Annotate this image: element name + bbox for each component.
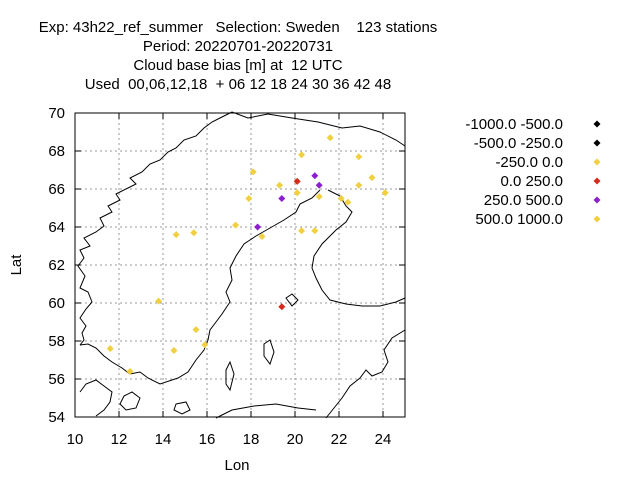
station-marker <box>298 151 306 159</box>
station-marker <box>249 168 257 176</box>
header-line-experiment: Exp: 43h22_ref_summer Selection: Sweden … <box>38 19 438 36</box>
x-tick-label: 12 <box>111 431 128 448</box>
station-marker <box>254 223 262 231</box>
station-marker <box>258 233 266 240</box>
x-tick-label: 10 <box>67 431 84 448</box>
y-tick-label: 68 <box>48 143 65 160</box>
station-marker <box>126 367 134 375</box>
y-tick-label: 66 <box>48 181 65 198</box>
station-marker <box>298 227 306 235</box>
x-axis-label: Lon <box>224 457 249 474</box>
station-marker <box>106 345 114 353</box>
station-marker <box>381 189 389 197</box>
legend: -1000.0 -500.0 -500.0 -250.0 -250.0 0.0 0.0… <box>465 116 601 228</box>
station-marker <box>311 172 319 180</box>
station-marker <box>190 229 198 237</box>
y-tick-label: 54 <box>48 409 65 426</box>
legend-label: 0.0 250.0 <box>500 173 563 190</box>
legend-marker <box>593 139 601 147</box>
x-tick-label: 24 <box>375 431 392 448</box>
x-tick-label: 16 <box>199 431 216 448</box>
legend-label: 250.0 500.0 <box>484 192 563 209</box>
station-marker <box>172 231 180 239</box>
station-marker <box>326 134 334 142</box>
legend-label: -1000.0 -500.0 <box>465 116 563 133</box>
station-marker <box>155 297 163 305</box>
header-line-used: Used 00,06,12,18 + 06 12 18 24 30 36 42 … <box>84 76 392 93</box>
station-marker <box>278 303 286 311</box>
legend-marker <box>593 120 601 128</box>
station-marker <box>293 189 301 197</box>
station-marker <box>315 181 323 189</box>
x-tick-label: 14 <box>155 431 172 448</box>
legend-marker <box>593 196 601 204</box>
legend-label: -500.0 -250.0 <box>474 135 563 152</box>
station-marker <box>368 174 376 182</box>
y-tick-label: 70 <box>48 105 65 122</box>
station-marker <box>293 177 301 185</box>
legend-label: -250.0 0.0 <box>495 154 563 171</box>
legend-marker <box>593 158 601 166</box>
coastline-map <box>77 111 406 419</box>
station-marker <box>245 195 253 202</box>
station-marker <box>276 181 284 189</box>
y-tick-label: 62 <box>48 257 65 274</box>
station-marker <box>344 198 352 206</box>
y-tick-label: 58 <box>48 333 65 350</box>
legend-marker <box>593 177 601 185</box>
legend-label: 500.0 1000.0 <box>475 211 563 228</box>
y-axis-label: Lat <box>8 254 25 276</box>
x-tick-label: 22 <box>331 431 348 448</box>
x-tick-label: 18 <box>243 431 260 448</box>
station-marker <box>311 227 319 235</box>
legend-marker <box>593 215 601 223</box>
station-marker <box>201 341 209 349</box>
header-line-period: Period: 20220701-20220731 <box>142 38 334 55</box>
y-tick-label: 60 <box>48 295 65 312</box>
station-marker <box>337 195 345 202</box>
station-marker <box>355 181 363 189</box>
station-marker <box>315 193 323 201</box>
axis-ticks: 10 12 14 16 18 20 22 24 54 56 58 60 62 64 66 68 70 <box>48 105 405 448</box>
station-markers <box>106 134 389 375</box>
y-tick-label: 56 <box>48 371 65 388</box>
header-line-parameter: Cloud base bias [m] at 12 UTC <box>133 57 343 74</box>
grid <box>75 113 405 417</box>
chart-header: Exp: 43h22_ref_summer Selection: Sweden … <box>0 18 476 94</box>
y-tick-label: 64 <box>48 219 65 236</box>
station-marker <box>170 347 178 354</box>
station-marker <box>278 195 286 202</box>
x-tick-label: 20 <box>287 431 304 448</box>
station-marker <box>192 326 200 334</box>
station-marker <box>355 153 363 161</box>
station-marker <box>232 221 240 229</box>
